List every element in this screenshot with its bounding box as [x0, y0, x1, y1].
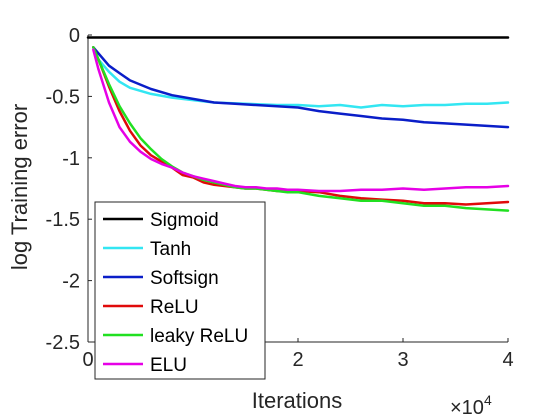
x-tick-label: 3: [397, 349, 408, 371]
y-axis-ticks: 0 -0.5 -1 -1.5 -2 -2.5: [46, 25, 92, 354]
legend-label: Softsign: [150, 268, 219, 289]
y-tick-label: -1.5: [46, 209, 80, 231]
legend: Sigmoid Tanh Softsign ReLU leaky ReLU ELU: [94, 201, 266, 380]
legend-label: ELU: [150, 355, 187, 376]
series-layer: [86, 36, 510, 212]
x-axis-multiplier: ×104: [450, 392, 492, 419]
x-axis-label: Iterations: [252, 388, 343, 413]
x-tick-label: 2: [292, 349, 303, 371]
y-tick-label: -0.5: [46, 86, 80, 108]
y-tick-label: -2.5: [46, 332, 80, 354]
x-axis-ticks: 0 2 3 4: [82, 338, 514, 371]
series-line-softsign: [92, 46, 510, 129]
x-axis-multiplier-exponent: 4: [484, 392, 492, 408]
x-tick-label: 0: [82, 349, 93, 371]
series-line-elu: [92, 48, 510, 193]
y-tick-label: 0: [69, 25, 80, 47]
series-line-tanh: [92, 46, 510, 109]
x-axis-multiplier-base: ×10: [450, 397, 484, 419]
legend-label: leaky ReLU: [150, 326, 248, 347]
y-tick-label: -2: [62, 271, 80, 293]
x-tick-label: 4: [502, 349, 513, 371]
legend-label: ReLU: [150, 297, 199, 318]
y-tick-label: -1: [62, 148, 80, 170]
legend-box: [94, 201, 266, 380]
y-axis-label: log Training error: [7, 104, 32, 270]
legend-label: Tanh: [150, 239, 191, 260]
legend-label: Sigmoid: [150, 210, 219, 231]
